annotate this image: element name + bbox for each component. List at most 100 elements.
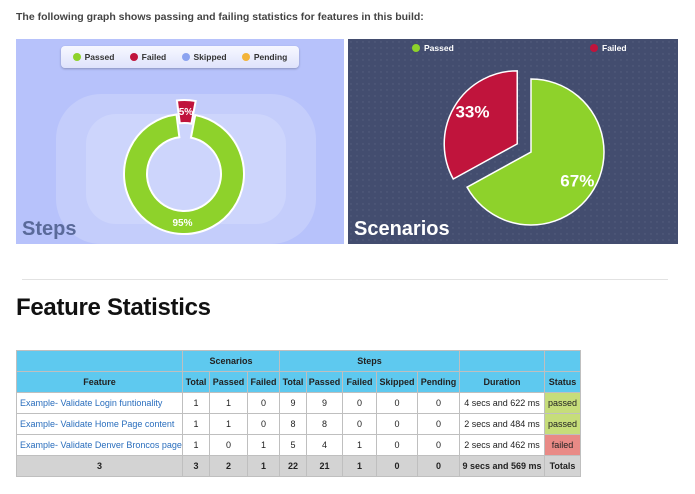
feature-cell: Example- Validate Home Page content <box>16 413 183 435</box>
cell: 0 <box>417 392 460 414</box>
duration-cell: 2 secs and 462 ms <box>459 434 545 456</box>
legend-item-passed[interactable]: Passed <box>412 43 454 53</box>
pending-dot <box>241 53 250 61</box>
cell: 1 <box>182 392 210 414</box>
feature-link[interactable]: Example- Validate Denver Broncos page <box>20 440 182 450</box>
cell: 3 <box>182 455 210 477</box>
header-status[interactable]: Status <box>544 371 581 393</box>
steps-chart-title: Steps <box>22 218 77 240</box>
legend-item-passed[interactable]: Passed <box>72 52 115 62</box>
cell: 1 <box>247 434 280 456</box>
cell: 0 <box>376 413 418 435</box>
intro-text: The following graph shows passing and fa… <box>16 11 424 23</box>
cell: 8 <box>279 413 307 435</box>
steps-label-passed: 95% <box>172 218 192 229</box>
header-steps-passed[interactable]: Passed <box>306 371 343 393</box>
cell: 0 <box>247 413 280 435</box>
cell: 0 <box>417 413 460 435</box>
header-cell <box>544 350 581 372</box>
scenarios-slice-failed[interactable] <box>443 70 518 181</box>
header-scenarios-total[interactable]: Total <box>182 371 210 393</box>
header-scenarios-passed[interactable]: Passed <box>209 371 248 393</box>
status-badge: failed <box>544 434 581 456</box>
cell: 0 <box>342 413 377 435</box>
divider <box>22 279 668 280</box>
totals-row: 3 3 2 1 22 21 1 0 0 9 secs and 569 ms To… <box>16 455 581 477</box>
header-scenarios-failed[interactable]: Failed <box>247 371 280 393</box>
totals-feature-count: 3 <box>16 455 183 477</box>
feature-statistics-table: Scenarios Steps Feature Total Passed Fai… <box>16 350 581 477</box>
cell: 0 <box>417 434 460 456</box>
feature-cell: Example- Validate Denver Broncos page <box>16 434 183 456</box>
legend-label: Failed <box>602 43 627 53</box>
steps-slice-failed[interactable] <box>175 99 197 125</box>
header-duration[interactable]: Duration <box>459 371 545 393</box>
failed-dot <box>590 44 598 52</box>
header-steps-skipped[interactable]: Skipped <box>376 371 418 393</box>
legend-item-failed[interactable]: Failed <box>129 52 166 62</box>
group-header-scenarios[interactable]: Scenarios <box>182 350 280 372</box>
feature-cell: Example- Validate Login funtionality <box>16 392 183 414</box>
cell: 0 <box>376 455 418 477</box>
scenarios-slice-passed[interactable] <box>466 78 605 226</box>
cell: 1 <box>209 413 248 435</box>
cell: 4 <box>306 434 343 456</box>
status-badge: passed <box>544 413 581 435</box>
cell: 0 <box>376 392 418 414</box>
legend-label: Pending <box>253 52 288 62</box>
cell: 1 <box>182 434 210 456</box>
scenarios-label-failed: 33% <box>455 102 489 121</box>
scenarios-label-passed: 67% <box>560 171 594 190</box>
cell: 5 <box>279 434 307 456</box>
scenarios-chart-title: Scenarios <box>354 218 450 240</box>
status-badge: passed <box>544 392 581 414</box>
feature-link[interactable]: Example- Validate Home Page content <box>20 419 175 429</box>
legend-item-pending[interactable]: Pending <box>241 52 288 62</box>
table-group-header: Scenarios Steps <box>16 350 581 372</box>
table-row: Example- Validate Login funtionality 1 1… <box>16 392 581 414</box>
cell: 0 <box>376 434 418 456</box>
header-steps-pending[interactable]: Pending <box>417 371 460 393</box>
duration-cell: 4 secs and 622 ms <box>459 392 545 414</box>
cell: 9 <box>279 392 307 414</box>
legend-label: Passed <box>84 52 115 62</box>
legend-label: Passed <box>424 43 454 53</box>
totals-label: Totals <box>544 455 581 477</box>
table-row: Example- Validate Home Page content 1 1 … <box>16 413 581 435</box>
scenarios-chart-panel: 67% 33% Passed Failed Scenarios <box>348 39 678 244</box>
cell: 1 <box>182 413 210 435</box>
cell: 0 <box>417 455 460 477</box>
header-cell <box>459 350 545 372</box>
passed-dot <box>72 53 81 61</box>
cell: 9 <box>306 392 343 414</box>
failed-dot <box>129 53 138 61</box>
legend-item-skipped[interactable]: Skipped <box>181 52 227 62</box>
cell: 1 <box>342 434 377 456</box>
group-header-steps[interactable]: Steps <box>279 350 460 372</box>
cell: 22 <box>279 455 307 477</box>
steps-bg-shape-inner <box>86 114 286 224</box>
skipped-dot <box>181 53 190 61</box>
table-header: Feature Total Passed Failed Total Passed… <box>16 371 581 393</box>
cell: 0 <box>209 434 248 456</box>
cell: 8 <box>306 413 343 435</box>
header-steps-total[interactable]: Total <box>279 371 307 393</box>
steps-chart: 95% 5% <box>56 94 316 244</box>
passed-dot <box>412 44 420 52</box>
cell: 2 <box>209 455 248 477</box>
table-row: Example- Validate Denver Broncos page 1 … <box>16 434 581 456</box>
header-feature[interactable]: Feature <box>16 371 183 393</box>
steps-slice-passed[interactable] <box>123 113 245 235</box>
legend-item-failed[interactable]: Failed <box>590 43 627 53</box>
legend-label: Skipped <box>193 52 227 62</box>
feature-link[interactable]: Example- Validate Login funtionality <box>20 398 163 408</box>
steps-legend: Passed Failed Skipped Pending <box>61 46 299 68</box>
duration-cell: 9 secs and 569 ms <box>459 455 545 477</box>
steps-label-failed: 5% <box>179 107 194 118</box>
cell: 0 <box>342 392 377 414</box>
cell: 21 <box>306 455 343 477</box>
steps-chart-panel: 95% 5% Passed Failed Skipped Pending Step… <box>16 39 344 244</box>
duration-cell: 2 secs and 484 ms <box>459 413 545 435</box>
scenarios-chart: 67% 33% <box>348 39 678 244</box>
header-steps-failed[interactable]: Failed <box>342 371 377 393</box>
